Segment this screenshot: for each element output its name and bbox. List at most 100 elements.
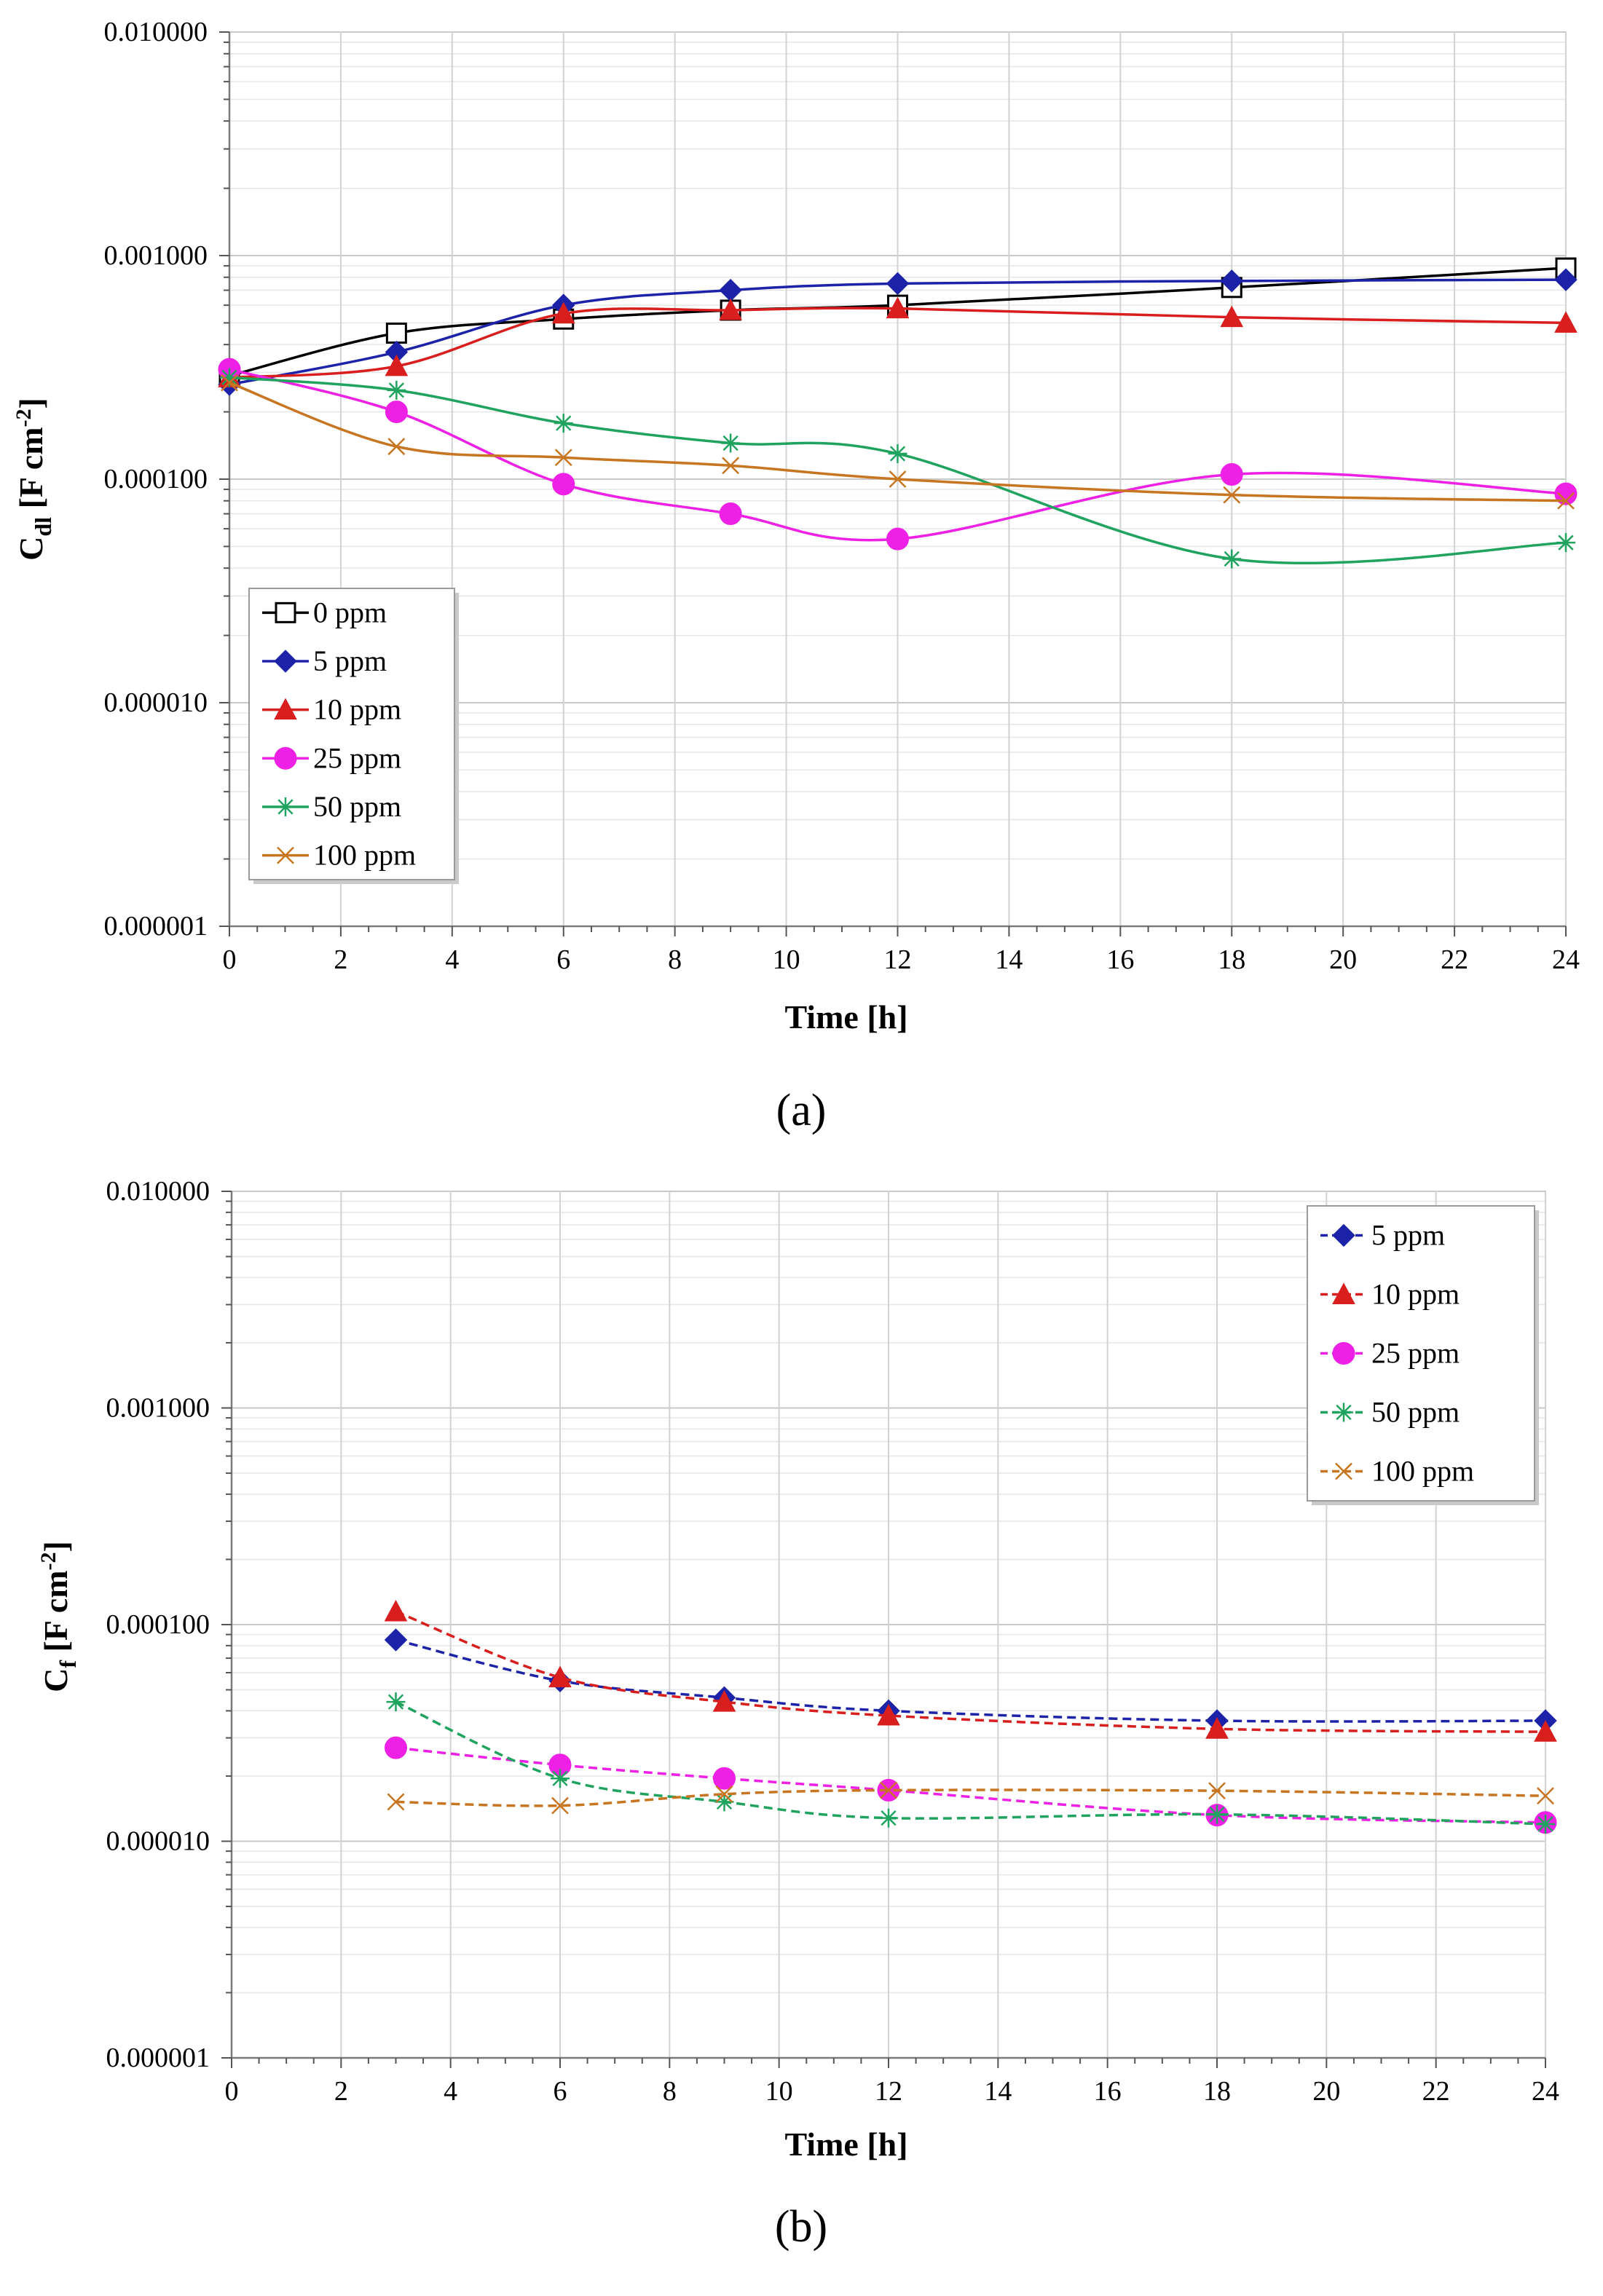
- x-tick-label: 0: [225, 2076, 239, 2107]
- data-point: [712, 1690, 736, 1712]
- y-tick-label: 0.001000: [104, 240, 208, 271]
- legend: 0 ppm 5 ppm 10 ppm 25 ppm 50 ppm 100 ppm: [248, 588, 455, 880]
- x-tick-label: 2: [334, 944, 347, 975]
- data-point: [220, 368, 239, 387]
- legend-swatch-marker: [276, 797, 295, 816]
- data-point: [721, 433, 741, 453]
- data-point: [1220, 305, 1244, 328]
- x-tick-label: 0: [223, 944, 237, 975]
- y-tick-label: 0.000100: [104, 464, 208, 494]
- series-50-ppm: [220, 368, 1575, 569]
- y-tick-label: 0.000010: [106, 1826, 210, 1857]
- data-point: [879, 1808, 898, 1828]
- legend-swatch-marker: [274, 746, 297, 770]
- data-point: [886, 272, 910, 296]
- x-tick-label: 20: [1312, 2076, 1340, 2107]
- y-axis-title-sub: f: [55, 1660, 81, 1668]
- data-point: [1222, 549, 1242, 569]
- legend-label: 25 ppm: [313, 741, 401, 774]
- legend-label: 5 ppm: [313, 644, 387, 677]
- data-point: [888, 444, 907, 464]
- legend: 5 ppm 10 ppm 25 ppm 50 ppm 100 ppm: [1307, 1205, 1535, 1502]
- data-point: [1554, 268, 1578, 291]
- data-point: [551, 301, 575, 324]
- data-point: [1534, 1720, 1557, 1742]
- y-axis-title-sup: -2: [36, 1552, 60, 1570]
- data-point: [221, 374, 238, 392]
- legend-label: 5 ppm: [1371, 1219, 1445, 1252]
- data-point: [387, 1793, 405, 1811]
- data-point: [552, 473, 575, 496]
- x-tick-label: 22: [1422, 2076, 1450, 2107]
- data-point: [713, 1767, 736, 1790]
- x-tick-label: 14: [995, 944, 1023, 975]
- data-point: [1557, 492, 1575, 510]
- y-axis-title-sub: dl: [30, 517, 56, 537]
- data-point: [719, 298, 742, 320]
- legend-label: 0 ppm: [313, 596, 387, 628]
- x-tick-label: 16: [1106, 944, 1134, 975]
- data-point: [1536, 1814, 1555, 1834]
- data-point: [1554, 482, 1578, 505]
- series-50-ppm: [386, 1692, 1555, 1834]
- data-point: [384, 1628, 408, 1652]
- legend-swatch-marker: [277, 846, 294, 864]
- legend-swatch-marker: [1332, 1282, 1355, 1304]
- legend-box: [248, 588, 455, 880]
- y-tick-label: 0.000010: [104, 687, 208, 718]
- legend-label: 50 ppm: [1371, 1396, 1460, 1429]
- x-tick-label: 24: [1532, 2076, 1559, 2107]
- y-axis-title-text: Cdl [F cm-2]: [12, 398, 56, 561]
- legend-swatch-marker: [1335, 1462, 1352, 1480]
- data-point: [551, 1769, 570, 1788]
- data-point: [1208, 1782, 1226, 1800]
- x-tick-label: 6: [556, 944, 570, 975]
- data-point: [551, 1796, 569, 1815]
- data-point: [715, 1785, 733, 1803]
- y-axis-title-end: ]: [37, 1541, 74, 1552]
- data-point: [387, 438, 406, 456]
- x-tick-label: 12: [884, 944, 912, 975]
- x-tick-label: 18: [1203, 2076, 1231, 2107]
- data-point: [1205, 1717, 1229, 1739]
- x-tick-label: 4: [445, 944, 459, 975]
- data-point: [1554, 311, 1578, 333]
- series-25-ppm: [218, 358, 1578, 551]
- y-axis-title-text: Cf [F cm-2]: [36, 1541, 81, 1692]
- legend-label: 10 ppm: [313, 693, 401, 726]
- y-axis-title-unit: [F cm: [12, 427, 50, 516]
- data-point: [548, 1665, 572, 1688]
- y-axis-title-main: C: [12, 537, 50, 561]
- series-line: [395, 1788, 1546, 1807]
- data-point: [1220, 462, 1243, 486]
- data-point: [719, 502, 742, 526]
- y-tick-label: 0.000001: [106, 2043, 210, 2073]
- data-point: [714, 1792, 734, 1812]
- legend-swatch-marker: [1332, 1342, 1355, 1365]
- data-point: [385, 354, 409, 376]
- y-axis-title-unit: [F cm: [37, 1570, 74, 1660]
- data-point: [877, 1703, 900, 1726]
- x-tick-label: 24: [1552, 944, 1580, 975]
- x-tick-label: 20: [1329, 944, 1357, 975]
- data-point: [385, 322, 407, 344]
- y-tick-label: 0.001000: [106, 1393, 210, 1424]
- legend-swatch-marker: [274, 698, 297, 720]
- series-line: [229, 278, 1567, 386]
- legend-label: 100 ppm: [1371, 1455, 1474, 1488]
- data-point: [880, 1781, 897, 1799]
- x-axis-title: Time [h]: [784, 2126, 907, 2163]
- x-tick-label: 14: [984, 2076, 1012, 2107]
- data-point: [385, 1736, 407, 1759]
- y-axis-title: Cdl [F cm-2]: [12, 398, 56, 561]
- data-point: [1208, 1804, 1226, 1824]
- legend-swatch-marker: [1332, 1223, 1355, 1247]
- series-10-ppm: [384, 1599, 1557, 1742]
- series-line: [229, 307, 1567, 379]
- legend-swatch-marker: [274, 650, 297, 673]
- x-tick-label: 16: [1094, 2076, 1122, 2107]
- data-point: [386, 1692, 406, 1712]
- data-point: [722, 457, 740, 475]
- y-tick-label: 0.000100: [106, 1609, 210, 1640]
- x-tick-label: 12: [875, 2076, 902, 2107]
